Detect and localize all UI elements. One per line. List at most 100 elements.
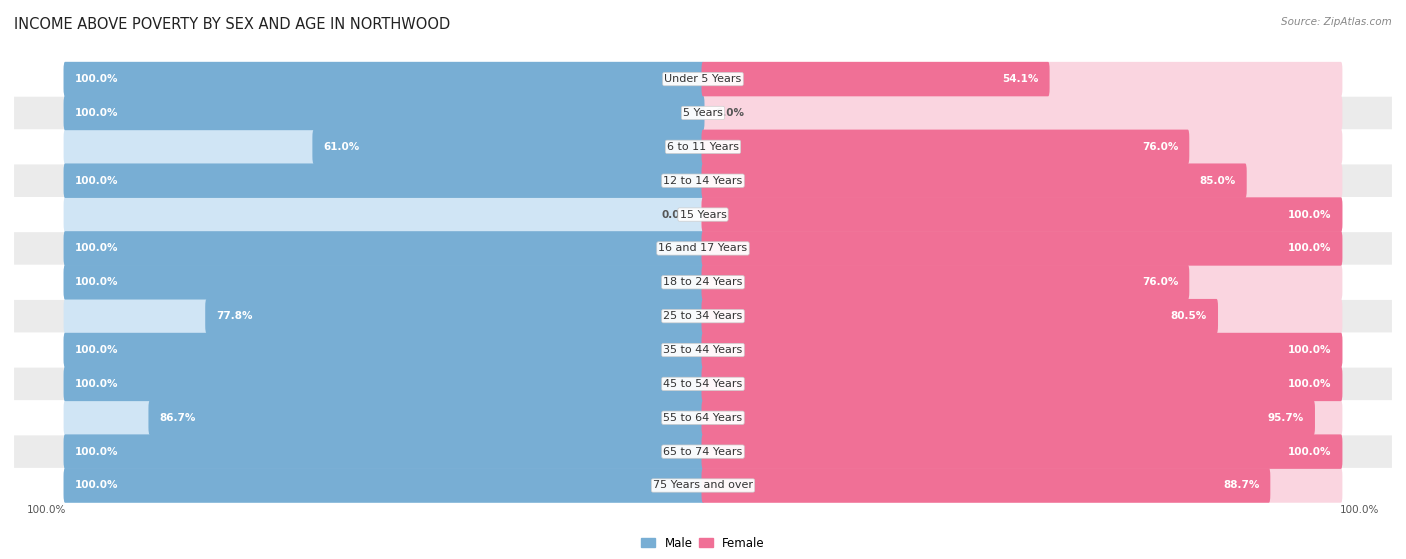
FancyBboxPatch shape [14,368,1392,400]
FancyBboxPatch shape [63,231,704,266]
Text: 55 to 64 Years: 55 to 64 Years [664,413,742,423]
FancyBboxPatch shape [14,469,1392,502]
FancyBboxPatch shape [63,367,704,401]
Text: 76.0%: 76.0% [1142,142,1178,152]
FancyBboxPatch shape [63,62,704,96]
Text: 100.0%: 100.0% [75,277,118,287]
Text: 100.0%: 100.0% [75,379,118,389]
Text: 18 to 24 Years: 18 to 24 Years [664,277,742,287]
Text: 100.0%: 100.0% [75,345,118,355]
FancyBboxPatch shape [205,299,704,333]
Text: 100.0%: 100.0% [1288,210,1331,220]
FancyBboxPatch shape [63,333,704,367]
Text: 54.1%: 54.1% [1002,74,1039,84]
FancyBboxPatch shape [63,468,704,503]
Text: 16 and 17 Years: 16 and 17 Years [658,243,748,253]
Text: 0.0%: 0.0% [716,108,745,118]
FancyBboxPatch shape [702,367,1343,401]
Text: 45 to 54 Years: 45 to 54 Years [664,379,742,389]
Text: 100.0%: 100.0% [1288,447,1331,457]
FancyBboxPatch shape [14,63,1392,96]
Text: 100.0%: 100.0% [75,108,118,118]
FancyBboxPatch shape [63,163,704,198]
FancyBboxPatch shape [702,62,1050,96]
FancyBboxPatch shape [63,468,704,503]
Text: 12 to 14 Years: 12 to 14 Years [664,176,742,186]
FancyBboxPatch shape [702,367,1343,401]
FancyBboxPatch shape [63,265,704,300]
FancyBboxPatch shape [702,299,1343,333]
FancyBboxPatch shape [702,333,1343,367]
FancyBboxPatch shape [63,299,704,333]
Text: 100.0%: 100.0% [1288,345,1331,355]
FancyBboxPatch shape [149,401,704,435]
FancyBboxPatch shape [702,62,1343,96]
Text: 100.0%: 100.0% [75,176,118,186]
FancyBboxPatch shape [702,197,1343,232]
Text: 25 to 34 Years: 25 to 34 Years [664,311,742,321]
FancyBboxPatch shape [14,435,1392,468]
Text: 61.0%: 61.0% [323,142,360,152]
Text: 75 Years and over: 75 Years and over [652,481,754,490]
Text: 5 Years: 5 Years [683,108,723,118]
FancyBboxPatch shape [14,401,1392,434]
Text: 100.0%: 100.0% [75,447,118,457]
Text: Under 5 Years: Under 5 Years [665,74,741,84]
FancyBboxPatch shape [702,163,1343,198]
FancyBboxPatch shape [702,163,1247,198]
FancyBboxPatch shape [702,130,1343,164]
Text: 6 to 11 Years: 6 to 11 Years [666,142,740,152]
Text: 76.0%: 76.0% [1142,277,1178,287]
FancyBboxPatch shape [14,164,1392,197]
FancyBboxPatch shape [63,333,704,367]
FancyBboxPatch shape [702,434,1343,469]
FancyBboxPatch shape [702,401,1315,435]
Text: 86.7%: 86.7% [159,413,195,423]
FancyBboxPatch shape [702,468,1343,503]
Text: 0.0%: 0.0% [661,210,690,220]
FancyBboxPatch shape [702,197,1343,232]
FancyBboxPatch shape [63,231,704,266]
Text: 15 Years: 15 Years [679,210,727,220]
Text: 77.8%: 77.8% [217,311,253,321]
FancyBboxPatch shape [702,333,1343,367]
FancyBboxPatch shape [14,97,1392,129]
Text: 100.0%: 100.0% [27,505,66,515]
FancyBboxPatch shape [702,265,1189,300]
FancyBboxPatch shape [63,434,704,469]
Text: 88.7%: 88.7% [1223,481,1260,490]
Text: 100.0%: 100.0% [1340,505,1379,515]
FancyBboxPatch shape [14,232,1392,264]
Text: 35 to 44 Years: 35 to 44 Years [664,345,742,355]
FancyBboxPatch shape [702,401,1343,435]
FancyBboxPatch shape [63,434,704,469]
FancyBboxPatch shape [14,334,1392,366]
Text: 100.0%: 100.0% [1288,379,1331,389]
FancyBboxPatch shape [702,299,1218,333]
FancyBboxPatch shape [14,266,1392,299]
FancyBboxPatch shape [702,130,1189,164]
FancyBboxPatch shape [14,198,1392,231]
Legend: Male, Female: Male, Female [637,532,769,555]
FancyBboxPatch shape [63,265,704,300]
FancyBboxPatch shape [14,131,1392,163]
Text: 65 to 74 Years: 65 to 74 Years [664,447,742,457]
Text: 80.5%: 80.5% [1171,311,1206,321]
Text: 100.0%: 100.0% [75,481,118,490]
Text: 100.0%: 100.0% [1288,243,1331,253]
FancyBboxPatch shape [702,468,1270,503]
FancyBboxPatch shape [14,300,1392,333]
FancyBboxPatch shape [63,163,704,198]
FancyBboxPatch shape [702,434,1343,469]
Text: Source: ZipAtlas.com: Source: ZipAtlas.com [1281,17,1392,27]
FancyBboxPatch shape [702,96,1343,130]
FancyBboxPatch shape [63,130,704,164]
FancyBboxPatch shape [63,62,704,96]
FancyBboxPatch shape [702,265,1343,300]
FancyBboxPatch shape [63,401,704,435]
FancyBboxPatch shape [63,197,704,232]
FancyBboxPatch shape [63,367,704,401]
FancyBboxPatch shape [312,130,704,164]
FancyBboxPatch shape [63,96,704,130]
Text: 85.0%: 85.0% [1199,176,1236,186]
